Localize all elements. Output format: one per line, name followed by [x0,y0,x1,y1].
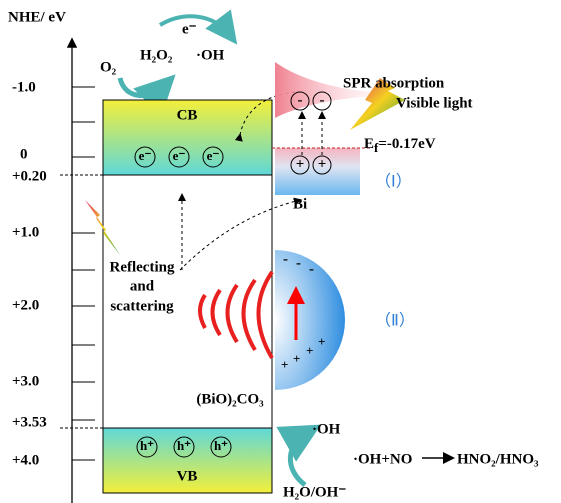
tick-label: 0 [20,146,28,162]
cb-label: CB [177,107,198,123]
hole: h⁺ [140,438,154,453]
radical: ·OH [312,421,341,437]
tick-label: +4.0 [12,452,39,468]
electron: e⁻ [182,21,197,37]
charge: - [283,251,288,267]
fermi-level: Ef=-0.17eV [364,136,436,155]
ticks [72,87,95,460]
scatter-text: and [130,278,155,294]
tick-label: +1.0 [12,224,39,240]
scatter-text: Reflecting [110,259,175,275]
reaction: ·OH+NO [353,451,412,467]
tick-label: +2.0 [12,297,39,313]
spr-label: SPR absorption [343,75,445,91]
charge: + [296,156,305,172]
region-label: （Ⅱ） [375,312,415,330]
vb-label: VB [177,468,198,484]
bi-label: Bi [293,196,307,212]
hole: h⁺ [214,438,228,453]
tick-label: +3.0 [12,373,39,389]
curved-arrow [290,432,308,485]
charge: + [281,357,288,372]
axis-label: NHE/ eV [8,9,66,25]
charge: - [309,261,314,277]
tick-label: +0.20 [12,168,47,184]
oxygen: O₂ [100,59,117,75]
peroxide: H₂O₂ [140,47,173,63]
hole: h⁺ [177,438,191,453]
electron: e⁻ [207,148,220,163]
charge: + [293,351,300,366]
light-label: Visible light [396,95,473,111]
tick-label: -1.0 [12,79,36,95]
electron: e⁻ [139,148,152,163]
charge: - [298,92,303,108]
diagram: NHE/ eV -1.0 0 +0.20 +1.0 +2.0 +3.0 +3.5… [0,0,561,503]
charge: + [318,334,325,349]
region-label: （Ⅰ） [375,173,412,191]
charge: - [296,255,301,271]
tick-label: +3.53 [12,414,47,430]
material: (BiO)₂CO₃ [196,391,264,407]
source: H₂O/OH⁻ [283,484,346,500]
charge: + [306,343,313,358]
electron: e⁻ [173,148,186,163]
scatter-text: scattering [110,298,174,314]
curved-arrow [120,78,165,95]
charge: + [318,156,327,172]
radical: ·OH [196,47,225,63]
charge: - [320,92,325,108]
product: HNO₂/HNO₃ [457,451,539,467]
